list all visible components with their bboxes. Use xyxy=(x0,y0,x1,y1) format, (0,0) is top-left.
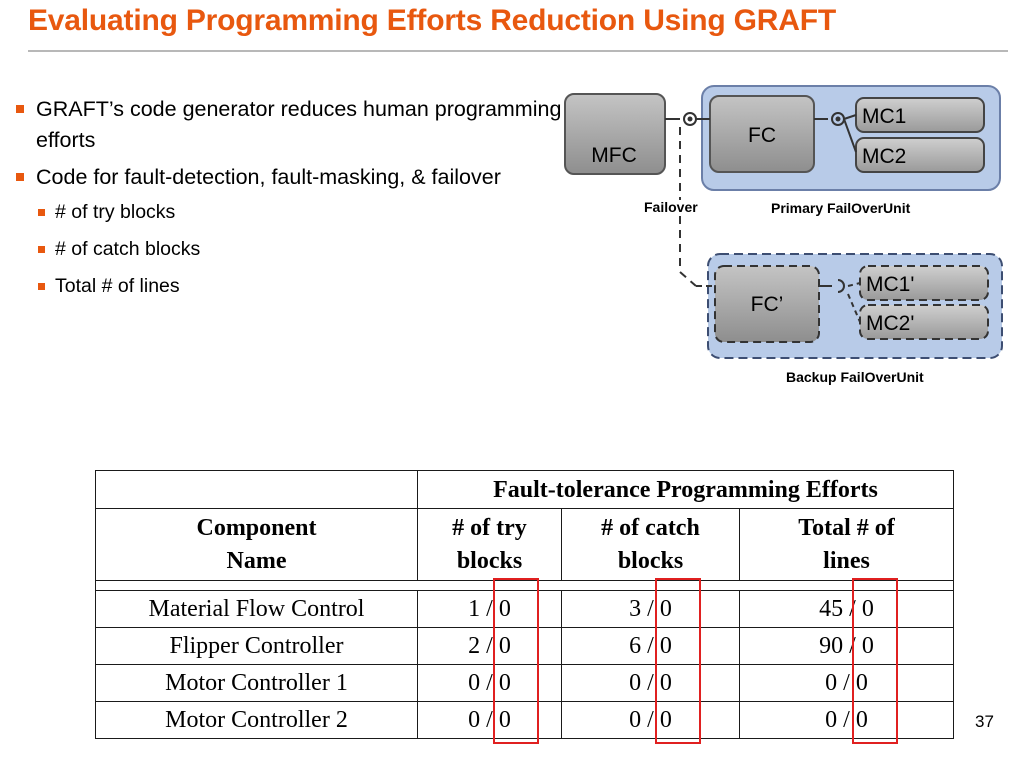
sub-bullet-text: Total # of lines xyxy=(55,275,180,297)
mc2-label: MC2 xyxy=(862,145,906,168)
effort-table: Fault-tolerance Programming Efforts Comp… xyxy=(95,470,954,739)
failover-label: Failover xyxy=(644,199,698,215)
column-header-lines: Total # of lines xyxy=(739,508,954,581)
cell-lines: 0 / 0 xyxy=(739,701,954,739)
mfc-box xyxy=(564,93,666,175)
fc-backup-label: FC’ xyxy=(751,293,784,316)
bullet-square-icon xyxy=(16,173,24,181)
fc-label: FC xyxy=(748,124,776,147)
backup-unit-label: Backup FailOverUnit xyxy=(786,369,924,385)
cell-try: 0 / 0 xyxy=(417,664,562,702)
bullet-item: GRAFT’s code generator reduces human pro… xyxy=(16,94,572,156)
table-row: Motor Controller 2 0 / 0 0 / 0 0 / 0 xyxy=(95,701,954,739)
table-spacer xyxy=(95,580,954,591)
fc-box xyxy=(709,95,815,173)
primary-unit-label: Primary FailOverUnit xyxy=(771,200,911,216)
table-row: Material Flow Control 1 / 0 3 / 0 45 / 0 xyxy=(95,590,954,628)
column-header-name: Component Name xyxy=(95,508,418,581)
bullet-square-icon xyxy=(16,105,24,113)
cell-lines: 0 / 0 xyxy=(739,664,954,702)
sub-bullet-item: # of try blocks xyxy=(38,199,572,226)
table-row: Flipper Controller 2 / 0 6 / 0 90 / 0 xyxy=(95,627,954,665)
mc1-label: MC1 xyxy=(862,105,906,128)
slide-title: Evaluating Programming Efforts Reduction… xyxy=(28,4,836,37)
cell-name: Motor Controller 1 xyxy=(95,664,418,702)
cell-catch: 0 / 0 xyxy=(561,664,740,702)
bullet-item: Code for fault-detection, fault-masking,… xyxy=(16,162,572,193)
bullet-text: GRAFT’s code generator reduces human pro… xyxy=(36,97,562,152)
effort-table-container: Fault-tolerance Programming Efforts Comp… xyxy=(95,470,954,739)
cell-catch: 0 / 0 xyxy=(561,701,740,739)
bullet-text: Code for fault-detection, fault-masking,… xyxy=(36,165,501,189)
sub-bullet-item: Total # of lines xyxy=(38,273,572,300)
group-header: Fault-tolerance Programming Efforts xyxy=(417,470,954,509)
cell-name: Motor Controller 2 xyxy=(95,701,418,739)
cell-catch: 6 / 0 xyxy=(561,627,740,665)
page-number: 37 xyxy=(975,712,994,731)
bullet-list: GRAFT’s code generator reduces human pro… xyxy=(16,94,572,310)
sub-bullet-text: # of catch blocks xyxy=(55,238,201,260)
fc-backup-box xyxy=(714,265,820,343)
mc2-box xyxy=(855,137,985,173)
mfc-label: MFC xyxy=(591,144,637,167)
column-header-try: # of try blocks xyxy=(417,508,562,581)
bullet-square-icon xyxy=(38,209,45,216)
title-divider xyxy=(28,50,1008,52)
bullet-square-icon xyxy=(38,246,45,253)
cell-lines: 90 / 0 xyxy=(739,627,954,665)
cell-name: Flipper Controller xyxy=(95,627,418,665)
bullet-square-icon xyxy=(38,283,45,290)
column-header-catch: # of catch blocks xyxy=(561,508,740,581)
cell-catch: 3 / 0 xyxy=(561,590,740,628)
failover-diagram: MFC FC MC1 MC2 Failover Primary FailOver… xyxy=(560,82,1010,392)
sub-bullet-item: # of catch blocks xyxy=(38,236,572,263)
mc2-backup-label: MC2' xyxy=(866,312,914,335)
table-corner-cell xyxy=(95,470,418,509)
cell-try: 1 / 0 xyxy=(417,590,562,628)
table-row: Motor Controller 1 0 / 0 0 / 0 0 / 0 xyxy=(95,664,954,702)
cell-try: 2 / 0 xyxy=(417,627,562,665)
mc1-backup-label: MC1' xyxy=(866,273,914,296)
cell-try: 0 / 0 xyxy=(417,701,562,739)
sub-bullet-text: # of try blocks xyxy=(55,201,176,223)
cell-name: Material Flow Control xyxy=(95,590,418,628)
cell-lines: 45 / 0 xyxy=(739,590,954,628)
